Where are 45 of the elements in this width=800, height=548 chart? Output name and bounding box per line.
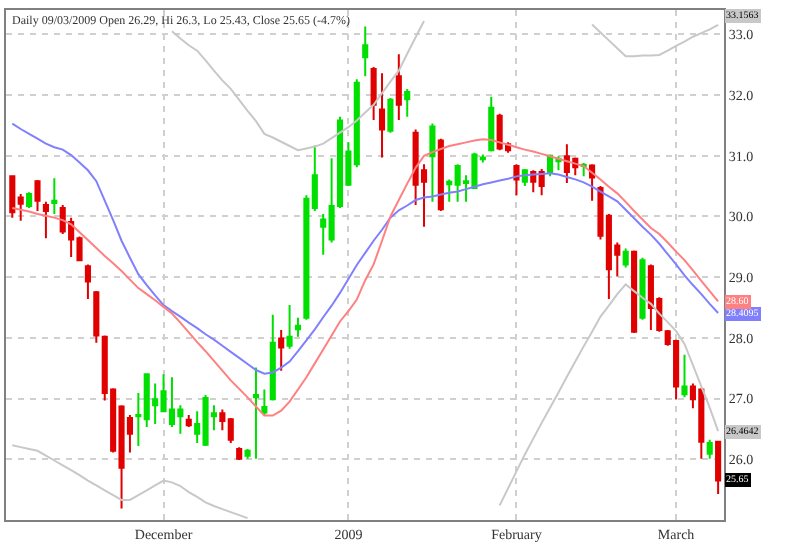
candlestick — [681, 353, 688, 399]
candlestick — [236, 446, 243, 461]
candlestick — [9, 175, 16, 219]
candlestick — [488, 95, 495, 153]
candlestick — [244, 447, 251, 460]
candlestick — [252, 366, 260, 460]
candlestick — [437, 137, 444, 212]
candlestick — [622, 247, 629, 269]
candlestick — [278, 328, 285, 372]
candlestick — [269, 313, 276, 402]
candlestick — [563, 143, 570, 185]
candlestick — [647, 263, 654, 331]
candlestick — [261, 388, 268, 416]
candlestick — [286, 304, 293, 350]
candlestick — [51, 177, 58, 215]
candlestick — [673, 338, 680, 401]
candlestick — [429, 122, 436, 203]
candlestick — [538, 168, 545, 197]
candlestick — [84, 263, 91, 300]
candlestick — [168, 376, 175, 429]
candlestick — [387, 97, 394, 134]
candlestick — [185, 413, 192, 429]
candlestick — [93, 290, 100, 344]
line-series — [11, 138, 720, 417]
line-series — [11, 122, 720, 375]
candlestick — [404, 87, 411, 118]
candlestick — [395, 53, 402, 121]
candlestick — [227, 417, 234, 444]
candlestick — [496, 112, 503, 152]
candlestick — [370, 66, 377, 121]
candlestick — [202, 393, 209, 447]
candlestick — [631, 249, 638, 334]
candlestick — [34, 179, 41, 212]
candlestick — [698, 387, 705, 460]
candlestick — [378, 72, 386, 159]
candlestick — [715, 440, 722, 495]
candlestick — [294, 316, 302, 338]
candlestick — [589, 163, 596, 202]
candlestick — [454, 163, 461, 203]
candlestick — [639, 256, 646, 321]
candlestick — [513, 163, 520, 197]
candlestick — [42, 200, 49, 240]
candlestick — [362, 25, 369, 78]
candlestick — [26, 191, 33, 209]
candlestick — [706, 438, 713, 460]
